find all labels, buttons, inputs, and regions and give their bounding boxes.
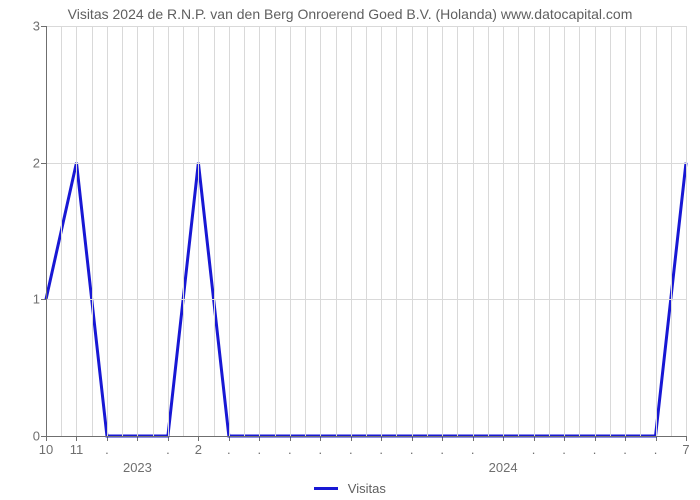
grid-line-v [442,26,443,436]
x-tick-label: 11 [70,442,84,457]
grid-line-v [122,26,123,436]
x-tick-label: . [227,442,231,457]
x-tick-label: . [532,442,536,457]
x-tick-label: 7 [682,442,689,457]
grid-line-v [412,26,413,436]
x-tick-label: 2023 [123,460,152,475]
x-tick-label: . [105,442,109,457]
x-tick-label: . [623,442,627,457]
x-tick-label: . [562,442,566,457]
grid-line-v [656,26,657,436]
grid-line-v [137,26,138,436]
grid-line-v [381,26,382,436]
grid-line-v [457,26,458,436]
grid-line-v [427,26,428,436]
x-tick-label: . [349,442,353,457]
x-tick-label: 2024 [489,460,518,475]
x-tick-label: . [593,442,597,457]
x-tick-label: . [258,442,262,457]
grid-line-v [595,26,596,436]
grid-line-h [46,436,686,437]
grid-line-v [396,26,397,436]
grid-line-v [46,26,47,436]
grid-line-v [259,26,260,436]
grid-line-v [290,26,291,436]
grid-line-v [76,26,77,436]
x-tick-label: . [166,442,170,457]
grid-line-v [229,26,230,436]
grid-line-v [244,26,245,436]
grid-line-v [610,26,611,436]
x-tick-label: . [654,442,658,457]
chart-wrapper: Visitas 2024 de R.N.P. van den Berg Onro… [0,0,700,500]
grid-line-v [336,26,337,436]
grid-line-v [564,26,565,436]
grid-line-v [183,26,184,436]
grid-line-v [305,26,306,436]
y-tick-label: 2 [10,155,40,170]
grid-line-v [198,26,199,436]
y-tick-label: 1 [10,292,40,307]
grid-line-v [671,26,672,436]
grid-line-v [275,26,276,436]
grid-line-v [366,26,367,436]
x-tick-label: . [318,442,322,457]
grid-line-v [686,26,687,436]
grid-line-v [153,26,154,436]
legend-swatch [314,487,338,490]
grid-line-v [625,26,626,436]
grid-line-v [351,26,352,436]
x-tick-label: . [440,442,444,457]
x-tick-mark [686,436,687,441]
x-tick-label: . [410,442,414,457]
grid-line-v [640,26,641,436]
chart-title: Visitas 2024 de R.N.P. van den Berg Onro… [0,6,700,22]
y-tick-label: 0 [10,429,40,444]
y-tick-label: 3 [10,19,40,34]
legend-label: Visitas [348,481,386,496]
x-tick-label: . [288,442,292,457]
x-tick-label: . [471,442,475,457]
grid-line-v [473,26,474,436]
legend: Visitas [0,480,700,496]
grid-line-v [61,26,62,436]
grid-line-v [168,26,169,436]
plot-area [46,26,686,436]
grid-line-v [518,26,519,436]
grid-line-v [579,26,580,436]
grid-line-v [320,26,321,436]
x-tick-label: 2 [195,442,202,457]
x-tick-label: 10 [39,442,53,457]
grid-line-v [534,26,535,436]
grid-line-v [503,26,504,436]
grid-line-v [549,26,550,436]
grid-line-v [488,26,489,436]
grid-line-v [107,26,108,436]
grid-line-v [214,26,215,436]
grid-line-v [92,26,93,436]
x-tick-label: . [379,442,383,457]
